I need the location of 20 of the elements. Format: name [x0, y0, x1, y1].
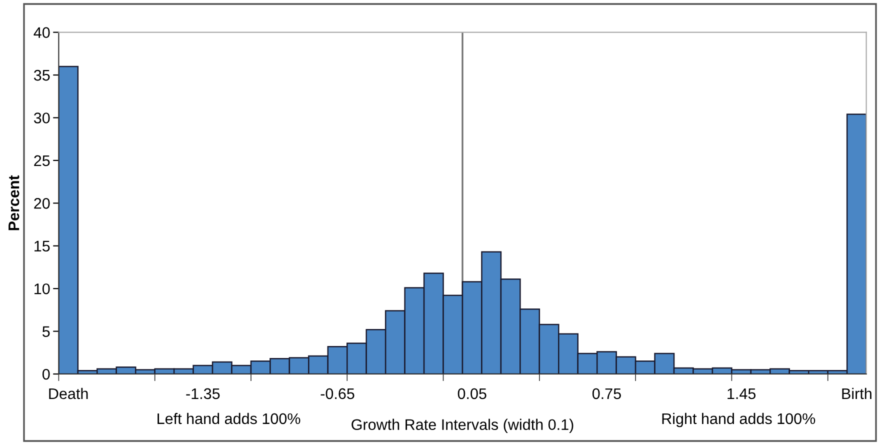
- x-tick-label: 1.45: [728, 388, 756, 400]
- y-tick-label: 10: [34, 283, 50, 294]
- y-axis-title: Percent: [8, 175, 20, 230]
- y-tick-label: 0: [42, 368, 50, 380]
- y-tick-label: 35: [34, 70, 50, 81]
- x-tick-label: -1.35: [186, 388, 220, 400]
- y-tick-label: 20: [34, 198, 50, 209]
- x-tick-label: 0.75: [592, 388, 621, 400]
- y-tick-label: 15: [34, 240, 50, 252]
- y-tick-label: 40: [34, 27, 50, 38]
- text: Left hand adds 100%: [158, 412, 300, 424]
- y-tick-label: 30: [34, 112, 50, 124]
- x-tick-label: 0.05: [458, 388, 486, 400]
- x-tick-label: Death: [49, 388, 88, 400]
- x-tick-label: -0.65: [320, 388, 354, 400]
- x-axis-title: Growth Rate Intervals (width 0.1): [352, 418, 574, 434]
- y-tick-label: 25: [34, 155, 50, 166]
- text: Right hand adds 100%: [662, 412, 816, 428]
- x-tick-label: Birth: [842, 388, 872, 400]
- y-tick-label: 5: [42, 326, 50, 337]
